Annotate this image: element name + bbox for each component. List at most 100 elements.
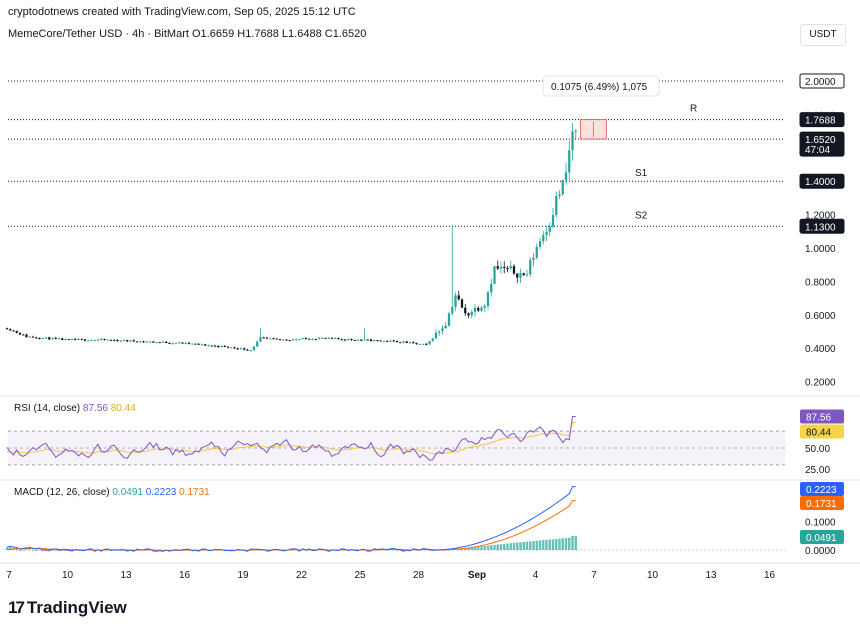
price-tag (799, 218, 845, 234)
macd-histogram-bar (483, 545, 486, 550)
candle-body (96, 339, 100, 341)
candle-body (5, 328, 9, 330)
macd-histogram-bar (525, 541, 529, 550)
candle-body (18, 332, 22, 335)
rsi-tag-label: 87.56 (806, 412, 831, 423)
macd-histogram-bar (499, 544, 503, 550)
macd-histogram-bar (64, 550, 67, 551)
open-value: O1.6659 (192, 28, 235, 40)
candle-body (220, 345, 223, 347)
macd-histogram-bar (532, 540, 535, 550)
level-label-s2: S2 (635, 210, 648, 221)
macd-histogram-bar (535, 540, 538, 550)
macd-histogram-bar (529, 541, 532, 550)
macd-histogram-bar (399, 550, 402, 551)
currency-button[interactable]: USDT (800, 24, 846, 46)
time-axis-tick-label: 10 (62, 570, 74, 581)
candle-body (80, 339, 83, 341)
macd-histogram-bar (467, 547, 470, 550)
candle-body (402, 341, 405, 343)
macd-histogram-bar (44, 550, 48, 552)
macd-histogram-bar (473, 546, 477, 550)
high-value: H1.7688 (237, 28, 279, 40)
candle-body (522, 273, 525, 275)
candle-body (226, 346, 230, 348)
candle-body (278, 339, 282, 341)
time-axis-tick-label: 4 (533, 570, 539, 581)
candle-body (350, 339, 353, 341)
candle-body (35, 337, 38, 339)
candle-body (568, 150, 571, 173)
candle-body (67, 339, 70, 341)
macd-histogram-bar (327, 550, 330, 552)
candle-body (285, 339, 288, 341)
candle-body (116, 340, 119, 342)
candle-body (379, 340, 382, 342)
macd-histogram-bar (486, 545, 490, 550)
rsi-line (6, 415, 576, 461)
candle-body (184, 342, 187, 344)
symbol-legend[interactable]: MemeCore/Tether USD · 4h · BitMart O1.66… (8, 28, 366, 40)
price-tag-label: 1.4000 (805, 177, 836, 188)
macd-legend[interactable]: MACD (12, 26, close) 0.0491 0.2223 0.173… (14, 487, 210, 498)
candle-body (57, 338, 61, 340)
candle-body (555, 196, 558, 215)
candle-body (441, 328, 444, 332)
candle-body (376, 340, 379, 342)
candle-body (113, 340, 116, 342)
macd-axis-tick-label: 0.1000 (805, 518, 836, 529)
candle-body (421, 343, 425, 345)
candle-body (119, 340, 122, 342)
rsi-band (8, 431, 785, 465)
macd-histogram-bar (464, 547, 467, 550)
candle-body (122, 340, 126, 342)
macd-histogram-bar (509, 543, 512, 550)
macd-histogram-bar (522, 541, 525, 550)
macd-histogram-bar (564, 538, 568, 550)
candle-body (382, 340, 386, 342)
low-value: L1.6488 (281, 28, 322, 40)
candle-body (295, 339, 298, 341)
candle-body (100, 338, 103, 340)
candle-body (194, 343, 197, 345)
candle-body (168, 342, 171, 344)
macd-histogram-bar (428, 550, 431, 551)
candle-body (327, 337, 330, 339)
rsi-legend[interactable]: RSI (14, close) 87.56 80.44 (14, 403, 136, 414)
candle-body (213, 345, 217, 347)
macd-histogram-bar (22, 549, 25, 551)
candle-body (207, 345, 210, 347)
candle-body (373, 340, 376, 342)
candle-body (152, 341, 155, 343)
candle-body (425, 343, 428, 345)
macd-histogram-bar (51, 550, 54, 551)
candle-body (31, 336, 35, 338)
candle-body (259, 337, 262, 342)
candle-body (493, 266, 496, 284)
macd-histogram-bar (558, 538, 561, 550)
candle-body (187, 342, 191, 344)
macd-histogram-bar (31, 549, 35, 551)
candle-body (38, 337, 41, 339)
candle-body (324, 337, 327, 339)
price-axis-tick-label: 1.0000 (805, 244, 836, 255)
tradingview-logo[interactable]: 17 TradingView (8, 598, 127, 618)
price-tag (799, 173, 845, 189)
candle-body (103, 338, 106, 340)
price-tag-label: 2.0000 (805, 77, 836, 88)
candle-body (204, 344, 207, 346)
macd-histogram-bar (470, 547, 473, 550)
candle-body (392, 340, 395, 342)
candle-body (311, 339, 314, 341)
candle-body (233, 347, 236, 349)
macd-histogram-bar (503, 543, 506, 550)
macd-histogram-bar (395, 549, 399, 551)
candle-body (308, 338, 311, 340)
candle-body (12, 330, 15, 332)
candle-body (265, 337, 269, 339)
candle-body (252, 346, 256, 351)
candle-body (126, 340, 129, 342)
candle-body (48, 337, 51, 340)
price-tag-label: 1.6520 (805, 135, 836, 146)
